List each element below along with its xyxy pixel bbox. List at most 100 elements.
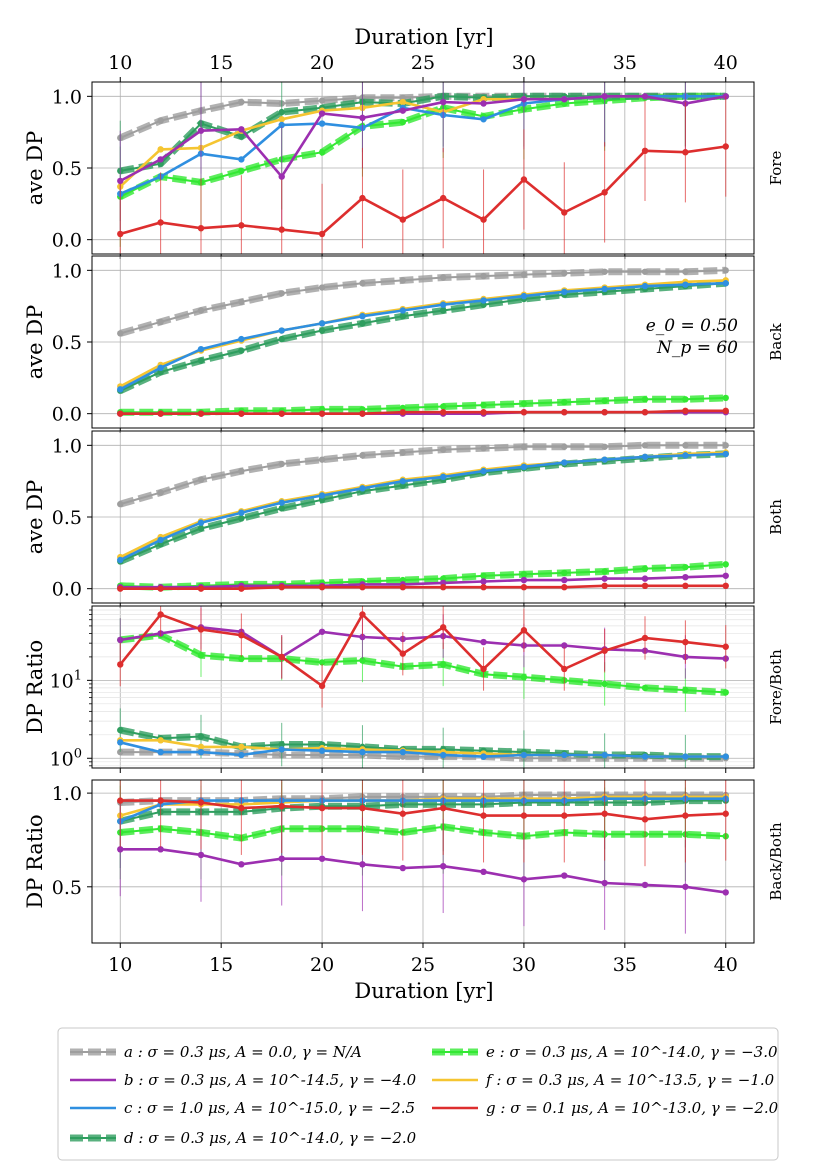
data-point-g [561, 584, 568, 591]
data-point-e [641, 396, 649, 403]
data-point-g [238, 585, 245, 592]
data-point-b [278, 173, 285, 180]
series-line-core-a [120, 444, 726, 506]
data-point-e [520, 571, 528, 578]
data-point-g [197, 799, 205, 806]
data-point-b [238, 126, 245, 133]
data-point-e [318, 659, 326, 666]
data-point-e [197, 652, 205, 659]
data-point-a [439, 446, 447, 453]
y-tick-label: 1.0 [52, 86, 82, 108]
y-tick-label: 100 [50, 746, 82, 770]
data-point-b [682, 574, 689, 581]
data-point-g [157, 797, 164, 804]
y-tick-label: 0.5 [52, 332, 82, 354]
data-point-c [359, 485, 366, 492]
bottom-x-tick-label-25: 25 [411, 954, 435, 976]
series-line-g [120, 409, 726, 416]
data-point-a [238, 98, 245, 106]
data-point-c [682, 281, 689, 288]
data-point-c [238, 335, 245, 343]
data-point-c [480, 116, 487, 123]
data-point-b [480, 868, 487, 876]
series-g [117, 96, 729, 254]
top-x-tick-label-25: 25 [411, 52, 435, 74]
data-point-a [278, 290, 285, 297]
bottom-x-tick-label-30: 30 [512, 954, 536, 976]
data-point-b [561, 872, 568, 879]
data-point-d [117, 726, 124, 734]
data-point-b [722, 572, 729, 579]
data-point-g [117, 410, 124, 417]
data-point-c [399, 307, 407, 314]
data-point-g [722, 810, 729, 817]
legend-label-d: d : σ = 0.3 μs, A = 10^-14.0, γ = −2.0 [124, 1129, 417, 1147]
series-b [117, 82, 729, 232]
data-point-d [359, 320, 366, 327]
data-point-g [439, 804, 447, 812]
data-point-g [641, 582, 649, 589]
bottom-x-tick-label-35: 35 [613, 954, 637, 976]
data-point-a [238, 467, 245, 475]
data-point-a [399, 277, 407, 284]
data-point-d [197, 525, 205, 532]
data-point-d [278, 108, 285, 116]
series-line-core-e [119, 95, 726, 198]
data-point-g [157, 585, 164, 592]
data-point-c [359, 313, 366, 320]
legend-entry-f: f : σ = 0.3 μs, A = 10^-13.5, γ = −1.0 [432, 1071, 775, 1089]
data-point-g [520, 584, 528, 591]
y-axis-label: DP Ratio [23, 640, 47, 734]
data-point-g [439, 624, 447, 631]
data-point-c [117, 386, 124, 393]
data-point-a [318, 456, 326, 463]
y-axis-label: ave DP [23, 480, 47, 554]
data-point-e [601, 397, 608, 404]
data-point-g [157, 611, 164, 618]
panel-frame [91, 779, 755, 944]
data-point-g [318, 584, 326, 591]
data-point-c [399, 748, 407, 756]
data-point-a [318, 97, 326, 104]
legend-label-b: b : σ = 0.3 μs, A = 10^-14.5, γ = −4.0 [124, 1071, 417, 1089]
data-point-b [561, 576, 568, 584]
data-point-g [318, 230, 326, 238]
data-point-g [197, 410, 205, 417]
data-point-g [278, 803, 285, 810]
data-point-b [318, 110, 326, 117]
data-point-a [561, 270, 568, 277]
data-point-b [399, 107, 407, 114]
data-point-a [601, 443, 608, 450]
panel-back: 0.0 0.5 1.0 ave DP Back e_0 = 0.50N_p = 60 [23, 255, 785, 433]
data-point-g [399, 810, 407, 817]
panel-side-label: Fore/Both [767, 649, 785, 725]
data-point-a [318, 284, 326, 291]
data-point-b [318, 628, 326, 635]
data-point-c [318, 320, 326, 327]
data-point-g [722, 407, 729, 414]
data-point-c [157, 364, 164, 371]
data-point-g [682, 812, 689, 819]
data-point-c [601, 456, 608, 463]
data-point-g [238, 804, 245, 812]
data-point-g [197, 626, 205, 633]
series-line-b [120, 847, 726, 894]
data-point-c [641, 453, 649, 460]
series-c [117, 450, 729, 564]
y-axis-label: ave DP [23, 305, 47, 379]
data-point-b [439, 98, 447, 106]
data-point-c [238, 751, 245, 759]
data-point-b [520, 576, 528, 584]
y-tick-label: 0.0 [52, 230, 82, 252]
top-x-tick-label-10: 10 [108, 52, 132, 74]
data-point-b [238, 861, 245, 868]
data-point-c [520, 751, 528, 759]
data-point-g [641, 816, 649, 823]
data-point-g [197, 225, 205, 232]
series-b [117, 802, 729, 934]
data-point-g [157, 219, 164, 226]
data-point-c [117, 739, 124, 746]
data-point-g [561, 409, 568, 416]
data-point-c [157, 748, 164, 756]
data-point-b [561, 96, 568, 103]
